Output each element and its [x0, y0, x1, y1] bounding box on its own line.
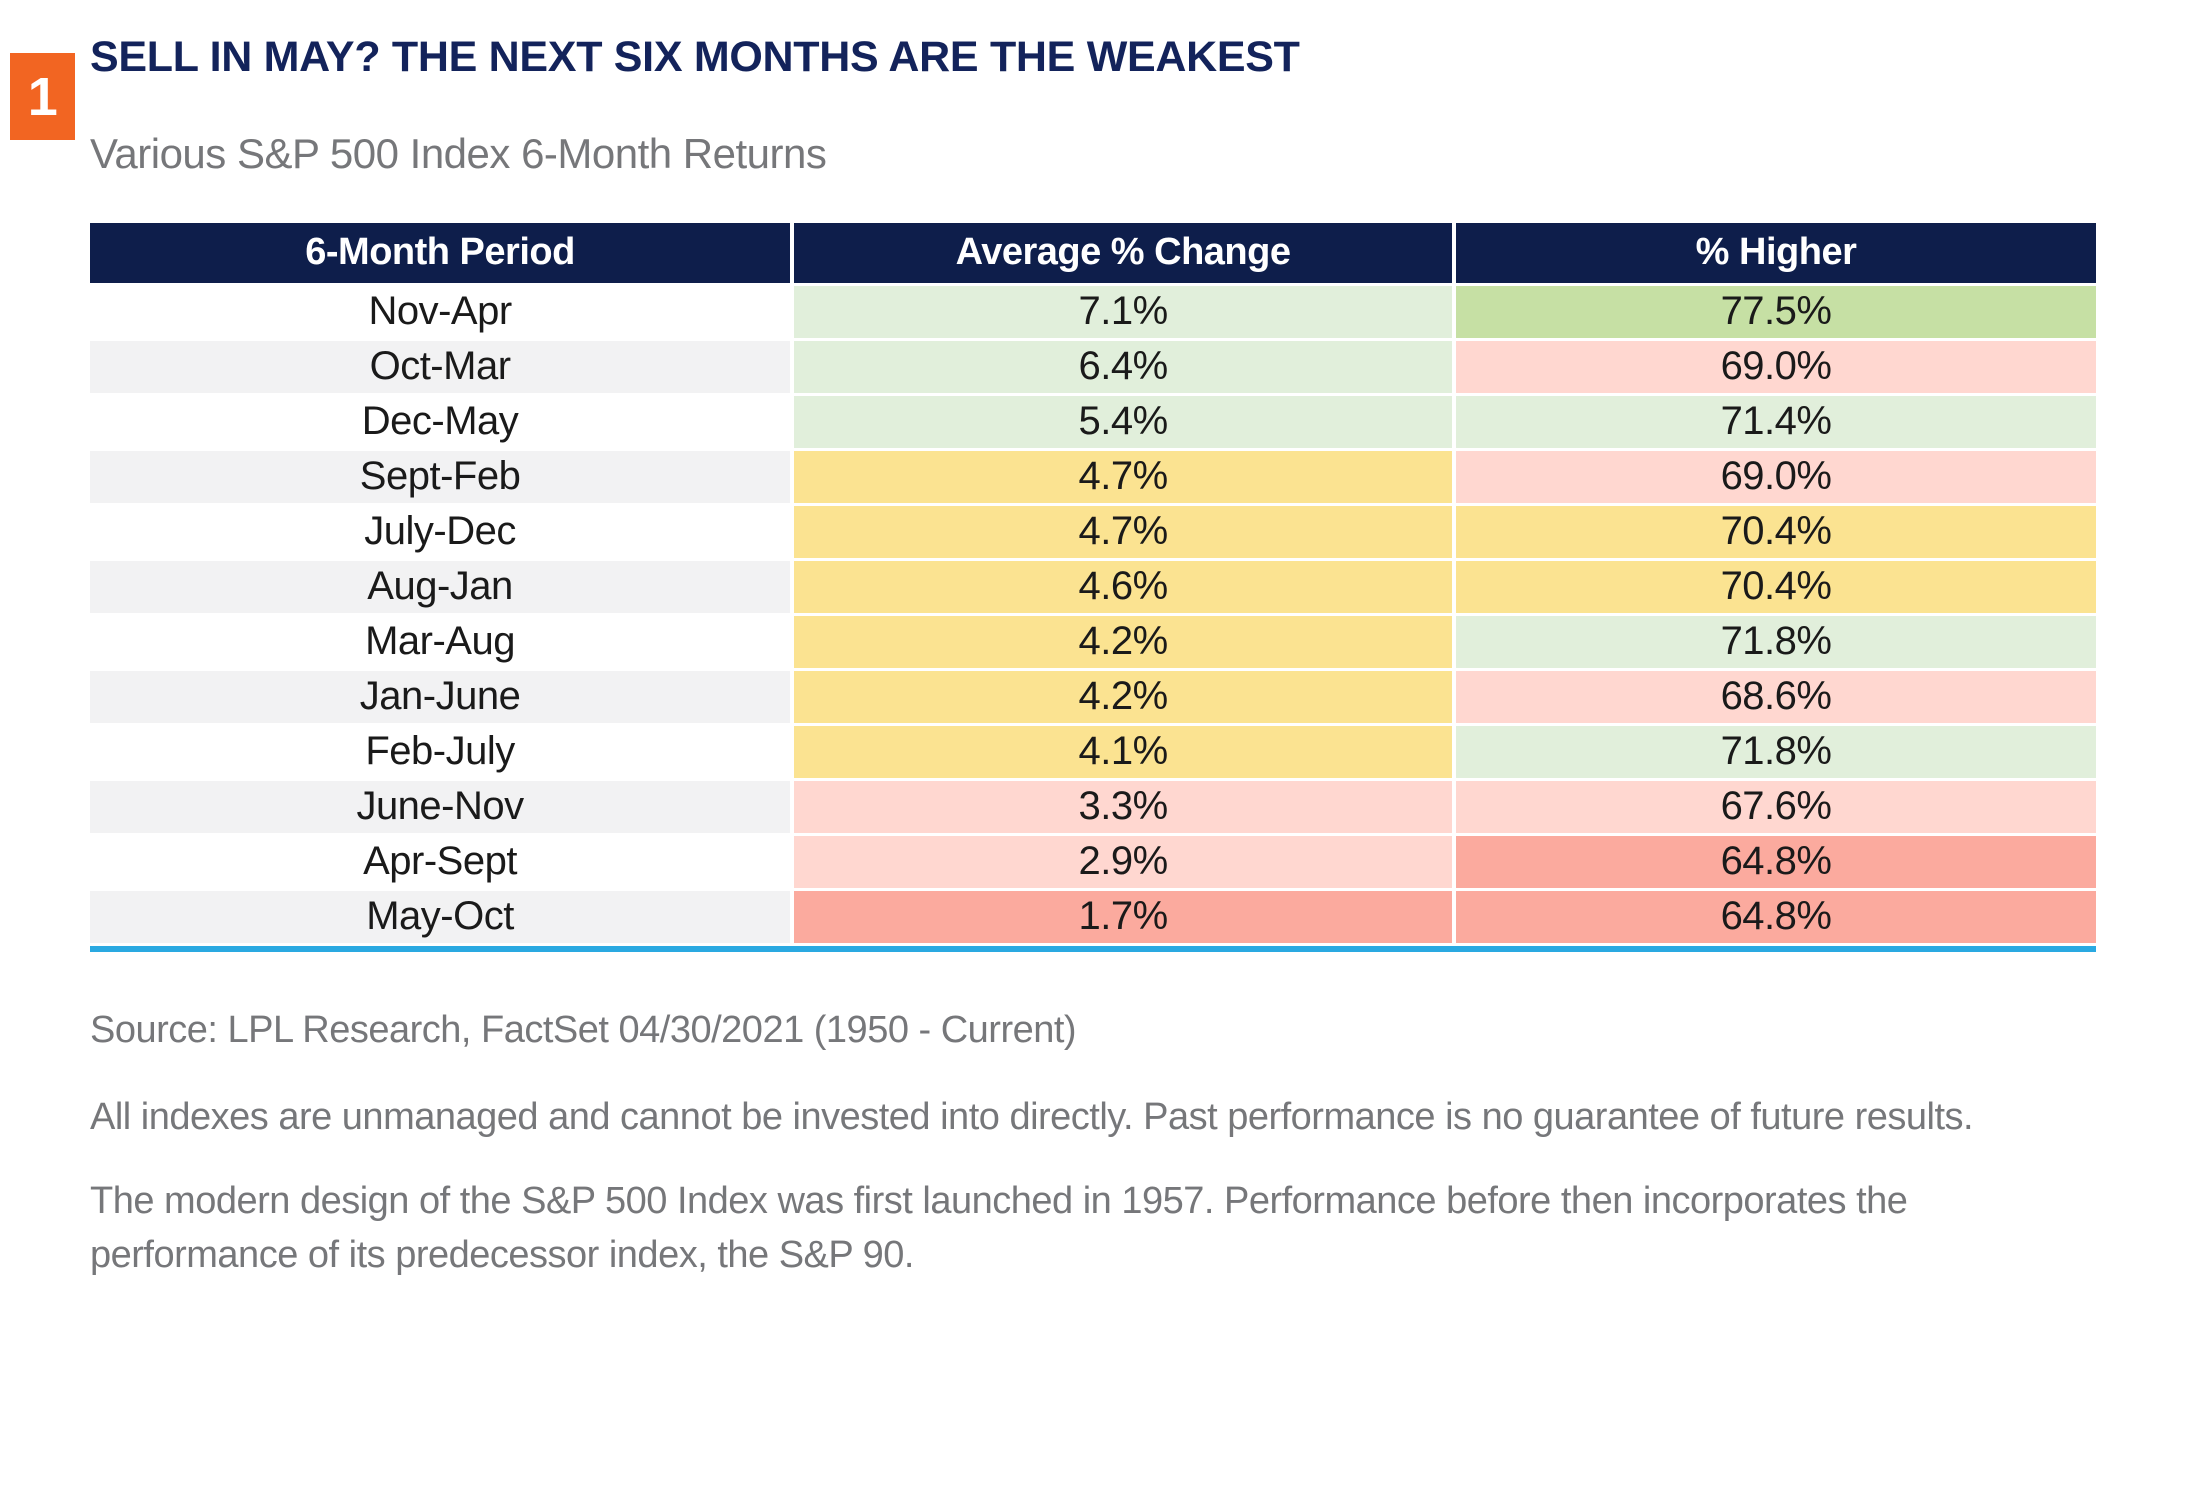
percent-higher-cell: 64.8% [1452, 889, 2096, 946]
table-row: May-Oct 1.7% 64.8% [90, 889, 2096, 946]
period-cell: Apr-Sept [90, 834, 793, 891]
table-row: Sept-Feb 4.7% 69.0% [90, 449, 2096, 506]
percent-higher-cell: 71.4% [1452, 394, 2096, 451]
period-cell: Feb-July [90, 724, 793, 781]
percent-higher-cell: 69.0% [1452, 339, 2096, 396]
percent-higher-cell: 68.6% [1452, 669, 2096, 726]
table-row: Dec-May 5.4% 71.4% [90, 394, 2096, 451]
average-change-cell: 4.7% [790, 504, 1455, 561]
table-row: Nov-Apr 7.1% 77.5% [90, 284, 2096, 341]
percent-higher-cell: 70.4% [1452, 504, 2096, 561]
period-cell: Dec-May [90, 394, 793, 451]
period-cell: Mar-Aug [90, 614, 793, 671]
average-change-cell: 4.1% [790, 724, 1455, 781]
column-header-average-change: Average % Change [790, 223, 1455, 286]
period-cell: Nov-Apr [90, 284, 793, 341]
table-row: Feb-July 4.1% 71.8% [90, 724, 2096, 781]
table-header: 6-Month Period Average % Change % Higher [90, 223, 2096, 286]
table-row: July-Dec 4.7% 70.4% [90, 504, 2096, 561]
column-header-percent-higher: % Higher [1452, 223, 2096, 286]
table-row: Oct-Mar 6.4% 69.0% [90, 339, 2096, 396]
average-change-cell: 2.9% [790, 834, 1455, 891]
returns-table: 6-Month Period Average % Change % Higher… [90, 223, 2096, 946]
average-change-cell: 1.7% [790, 889, 1455, 946]
table-body: Nov-Apr 7.1% 77.5% Oct-Mar 6.4% 69.0% Dec-May 5… [90, 284, 2096, 946]
header-row: 6-Month Period Average % Change % Higher [90, 223, 2096, 286]
table-row: June-Nov 3.3% 67.6% [90, 779, 2096, 836]
figure-content: SELL IN MAY? THE NEXT SIX MONTHS ARE THE… [90, 0, 2096, 1283]
average-change-cell: 4.2% [790, 614, 1455, 671]
percent-higher-cell: 71.8% [1452, 724, 2096, 781]
column-header-period: 6-Month Period [90, 223, 793, 286]
average-change-cell: 7.1% [790, 284, 1455, 341]
average-change-cell: 5.4% [790, 394, 1455, 451]
disclaimer-note: All indexes are unmanaged and cannot be … [90, 1096, 1974, 1139]
bottom-rule [90, 945, 2096, 952]
percent-higher-cell: 64.8% [1452, 834, 2096, 891]
period-cell: Sept-Feb [90, 449, 793, 506]
period-cell: July-Dec [90, 504, 793, 561]
figure-title: SELL IN MAY? THE NEXT SIX MONTHS ARE THE… [90, 33, 1300, 81]
table-row: Jan-June 4.2% 68.6% [90, 669, 2096, 726]
average-change-cell: 4.6% [790, 559, 1455, 616]
average-change-cell: 4.2% [790, 669, 1455, 726]
average-change-cell: 3.3% [790, 779, 1455, 836]
percent-higher-cell: 69.0% [1452, 449, 2096, 506]
period-cell: June-Nov [90, 779, 793, 836]
figure-subtitle: Various S&P 500 Index 6-Month Returns [90, 130, 827, 177]
percent-higher-cell: 67.6% [1452, 779, 2096, 836]
table-row: Apr-Sept 2.9% 64.8% [90, 834, 2096, 891]
period-cell: Aug-Jan [90, 559, 793, 616]
percent-higher-cell: 77.5% [1452, 284, 2096, 341]
source-note: Source: LPL Research, FactSet 04/30/2021… [90, 1008, 1077, 1051]
average-change-cell: 4.7% [790, 449, 1455, 506]
table-row: Mar-Aug 4.2% 71.8% [90, 614, 2096, 671]
figure-number-badge: 1 [10, 53, 75, 140]
average-change-cell: 6.4% [790, 339, 1455, 396]
table-row: Aug-Jan 4.6% 70.4% [90, 559, 2096, 616]
percent-higher-cell: 71.8% [1452, 614, 2096, 671]
percent-higher-cell: 70.4% [1452, 559, 2096, 616]
period-cell: Oct-Mar [90, 339, 793, 396]
methodology-note: The modern design of the S&P 500 Index w… [90, 1180, 1908, 1277]
period-cell: Jan-June [90, 669, 793, 726]
period-cell: May-Oct [90, 889, 793, 946]
